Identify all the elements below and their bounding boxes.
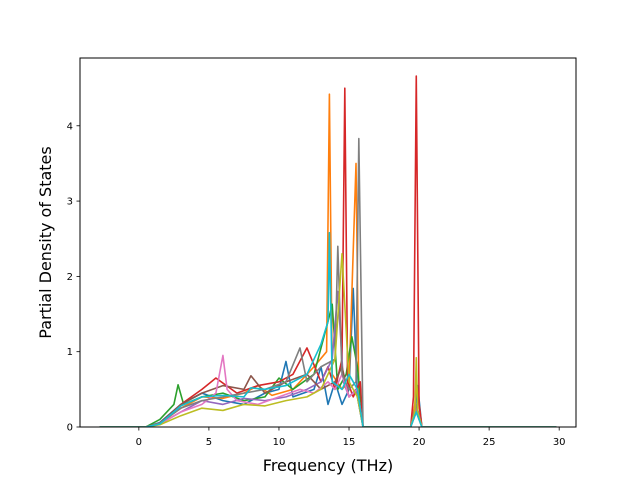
x-tick-label: 30	[553, 437, 566, 448]
x-tick-label: 5	[206, 437, 212, 448]
y-tick-label: 4	[67, 121, 73, 132]
x-axis-label: Frequency (THz)	[263, 456, 393, 475]
x-tick-label: 25	[483, 437, 496, 448]
y-tick-label: 2	[67, 272, 73, 283]
pdos-series-line	[99, 354, 557, 427]
series-layer	[99, 75, 557, 427]
pdos-series-line	[99, 290, 557, 427]
x-axis-ticks: 0 5 10 15 20 25 30	[136, 427, 566, 448]
y-tick-label: 0	[67, 423, 73, 434]
y-tick-label: 1	[67, 347, 73, 358]
x-tick-label: 0	[136, 437, 142, 448]
x-tick-label: 20	[413, 437, 426, 448]
plot-frame	[79, 57, 577, 428]
pdos-series-line	[99, 303, 557, 427]
y-axis-ticks: 0 1 2 3 4	[67, 121, 80, 434]
pdos-series-line	[99, 137, 557, 427]
x-tick-label: 15	[343, 437, 356, 448]
pdos-series-line	[99, 253, 557, 427]
x-tick-label: 10	[273, 437, 286, 448]
y-tick-label: 3	[67, 197, 73, 208]
y-axis-label: Partial Density of States	[36, 146, 55, 338]
pdos-series-line	[99, 231, 557, 427]
